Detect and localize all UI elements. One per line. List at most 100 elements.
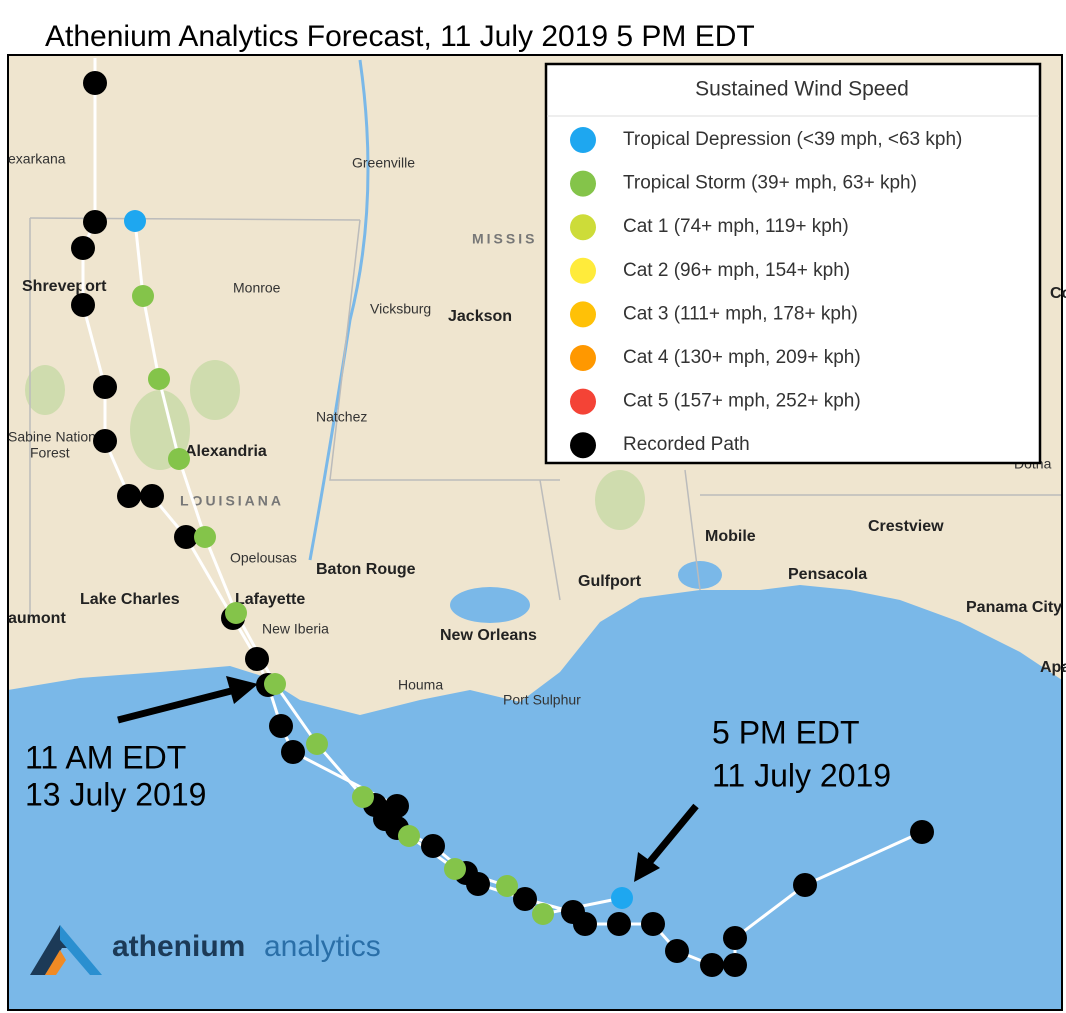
forecast-point bbox=[124, 210, 146, 232]
place-label: Gulfport bbox=[578, 573, 642, 590]
recorded-point bbox=[140, 484, 164, 508]
recorded-point bbox=[793, 873, 817, 897]
place-label: Alexandria bbox=[185, 443, 267, 460]
forecast-point bbox=[194, 526, 216, 548]
arrow-shaft bbox=[645, 803, 699, 867]
annotation-line: 11 July 2019 bbox=[712, 757, 891, 793]
arrow-shaft bbox=[117, 686, 236, 724]
recorded-point bbox=[83, 71, 107, 95]
place-label: Jackson bbox=[448, 308, 512, 325]
place-label: Lake Charles bbox=[80, 591, 180, 608]
logo-product: analytics bbox=[264, 930, 381, 963]
recorded-point bbox=[723, 926, 747, 950]
place-label: Co bbox=[1050, 285, 1066, 302]
place-label: Crestview bbox=[868, 518, 944, 535]
legend-swatch bbox=[570, 257, 596, 284]
forecast-point bbox=[306, 733, 328, 755]
tracks bbox=[71, 58, 934, 977]
legend-label: Tropical Depression (<39 mph, <63 kph) bbox=[623, 129, 962, 150]
recorded-point bbox=[607, 912, 631, 936]
logo-mark bbox=[45, 950, 66, 975]
recorded-point bbox=[174, 525, 198, 549]
place-label: New Orleans bbox=[440, 627, 537, 644]
place-label: Monroe bbox=[233, 280, 281, 296]
recorded-point bbox=[665, 939, 689, 963]
place-label: Baton Rouge bbox=[316, 561, 416, 578]
place-label: Pensacola bbox=[788, 566, 867, 583]
place-label: Port Sulphur bbox=[503, 692, 581, 708]
legend-label: Recorded Path bbox=[623, 434, 750, 455]
legend-swatch bbox=[570, 345, 596, 371]
legend-label: Tropical Storm (39+ mph, 63+ kph) bbox=[623, 173, 917, 194]
place-label: LOUISIANA bbox=[180, 493, 284, 509]
place-label: MISSIS bbox=[472, 231, 537, 247]
recorded-point bbox=[385, 794, 409, 818]
recorded-point bbox=[700, 953, 724, 977]
legend-label: Cat 3 (111+ mph, 178+ kph) bbox=[623, 303, 858, 324]
river bbox=[308, 59, 370, 561]
forecast-point bbox=[532, 903, 554, 925]
place-label: Greenville bbox=[352, 155, 415, 171]
place-label: New Iberia bbox=[262, 621, 329, 637]
legend-label: Cat 4 (130+ mph, 209+ kph) bbox=[623, 347, 861, 368]
forecast-point bbox=[611, 887, 633, 909]
logo: athenium analytics bbox=[30, 925, 381, 975]
recorded-point bbox=[641, 912, 665, 936]
borders bbox=[29, 217, 1062, 620]
forecast-point bbox=[168, 448, 190, 470]
place-label: Panama City bbox=[966, 599, 1062, 616]
annotation-line: 11 AM EDT bbox=[25, 739, 186, 775]
recorded-point bbox=[910, 820, 934, 844]
annotations: 11 AM EDT 13 July 2019 5 PM EDT 11 July … bbox=[25, 676, 891, 882]
bay bbox=[678, 561, 722, 589]
place-label: Shreveport bbox=[22, 278, 107, 295]
forecast-point bbox=[352, 786, 374, 808]
forecast-point bbox=[496, 875, 518, 897]
annotation-line: 5 PM EDT bbox=[712, 714, 860, 750]
logo-mark bbox=[60, 925, 102, 975]
recorded-point bbox=[421, 834, 445, 858]
legend-swatch bbox=[570, 127, 596, 153]
legend-title: Sustained Wind Speed bbox=[695, 78, 909, 101]
place-label: Mobile bbox=[705, 528, 756, 545]
place-label: exarkana bbox=[8, 151, 66, 167]
legend-items: Tropical Depression (<39 mph, <63 kph) Tr… bbox=[570, 127, 962, 459]
annotation-line: 13 July 2019 bbox=[25, 776, 206, 812]
recorded-point bbox=[71, 293, 95, 317]
legend-swatch bbox=[570, 388, 596, 415]
arrow-head bbox=[634, 852, 660, 882]
recorded-point bbox=[513, 887, 537, 911]
legend-swatch bbox=[570, 214, 596, 241]
lake bbox=[450, 587, 530, 623]
recorded-point bbox=[269, 714, 293, 738]
forecast-point bbox=[148, 368, 170, 390]
place-label: Lafayette bbox=[235, 591, 305, 608]
legend-swatch bbox=[570, 301, 596, 328]
place-label: Vicksburg bbox=[370, 301, 431, 317]
forecast-point bbox=[264, 673, 286, 695]
legend-label: Cat 1 (74+ mph, 119+ kph) bbox=[623, 216, 849, 237]
recorded-point bbox=[117, 484, 141, 508]
place-labels: exarkana Greenville MISSIS Shreveport Monroe… bbox=[8, 151, 1066, 708]
place-label: Opelousas bbox=[230, 550, 297, 566]
place-label: Forest bbox=[30, 445, 70, 461]
legend-label: Cat 2 (96+ mph, 154+ kph) bbox=[623, 260, 850, 281]
place-label: Apa bbox=[1040, 659, 1066, 676]
legend: Sustained Wind Speed Tropical Depression… bbox=[544, 62, 1042, 465]
recorded-point bbox=[281, 740, 305, 764]
recorded-point bbox=[93, 375, 117, 399]
forecast-point bbox=[132, 285, 154, 307]
place-label: Sabine National bbox=[8, 429, 107, 445]
legend-label: Cat 5 (157+ mph, 252+ kph) bbox=[623, 391, 861, 412]
recorded-point bbox=[93, 429, 117, 453]
forecast-point bbox=[444, 858, 466, 880]
legend-swatch bbox=[570, 170, 596, 197]
map-frame bbox=[7, 54, 1063, 1011]
legend-box bbox=[544, 62, 1042, 465]
recorded-point bbox=[561, 900, 585, 924]
title: Athenium Analytics Forecast, 11 July 201… bbox=[45, 20, 755, 53]
place-label: Houma bbox=[398, 677, 443, 693]
recorded-point bbox=[723, 953, 747, 977]
recorded-point bbox=[245, 647, 269, 671]
